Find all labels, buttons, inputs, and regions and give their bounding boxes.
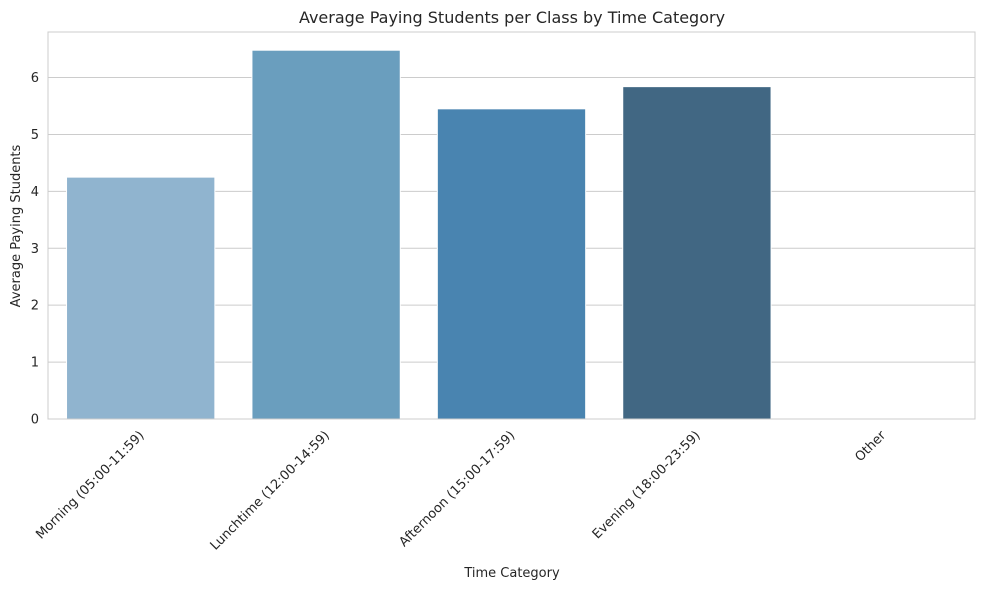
y-tick-label: 5 xyxy=(31,128,39,143)
plot-frame xyxy=(47,31,976,420)
y-tick-label: 3 xyxy=(31,242,39,257)
y-tick-label: 6 xyxy=(31,71,39,86)
x-tick-labels: Morning (05:00-11:59) Lunchtime (12:00-14… xyxy=(33,428,889,554)
bar xyxy=(66,176,216,420)
y-tick-labels: 0 1 2 3 4 5 6 xyxy=(31,71,39,427)
x-tick-label: Other xyxy=(852,428,889,465)
y-axis-label: Average Paying Students xyxy=(9,144,24,307)
x-tick-label: Evening (18:00-23:59) xyxy=(590,428,704,542)
bar xyxy=(436,108,587,420)
y-tick-label: 0 xyxy=(31,413,39,428)
bars xyxy=(66,49,772,420)
chart-title: Average Paying Students per Class by Tim… xyxy=(299,8,725,27)
x-tick-label: Lunchtime (12:00-14:59) xyxy=(208,428,333,553)
y-tick-label: 4 xyxy=(31,185,39,200)
bar xyxy=(251,49,401,420)
x-tick-label: Morning (05:00-11:59) xyxy=(33,428,147,542)
x-tick-label: Afternoon (15:00-17:59) xyxy=(397,428,519,550)
bar xyxy=(622,86,772,420)
y-tick-label: 2 xyxy=(31,299,39,314)
x-axis-label: Time Category xyxy=(463,566,560,581)
y-tick-label: 1 xyxy=(31,356,39,371)
